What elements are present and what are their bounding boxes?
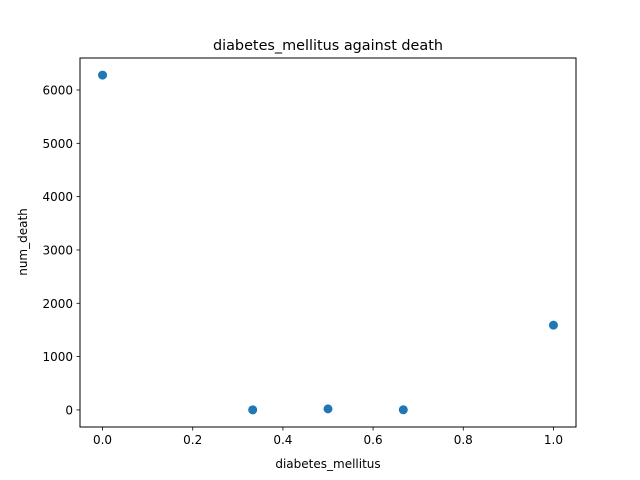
x-tick-label: 0.8 (454, 433, 473, 447)
x-tick-label: 0.6 (364, 433, 383, 447)
y-tick-label: 3000 (42, 243, 73, 257)
y-tick-label: 5000 (42, 137, 73, 151)
scatter-point (98, 70, 108, 80)
scatter-point (248, 405, 258, 415)
x-axis-label: diabetes_mellitus (275, 457, 380, 471)
chart-title: diabetes_mellitus against death (213, 38, 443, 54)
x-tick-label: 0.2 (183, 433, 202, 447)
scatter-point (398, 405, 408, 415)
x-tick-label: 1.0 (544, 433, 563, 447)
y-axis-label: num_death (16, 208, 30, 276)
y-axis: 0 1000 2000 3000 4000 5000 6000 (42, 83, 80, 417)
y-tick-label: 2000 (42, 297, 73, 311)
plot-area (79, 57, 577, 428)
data-points (98, 70, 558, 415)
x-axis: 0.0 0.2 0.4 0.6 0.8 1.0 (93, 427, 563, 447)
y-tick-label: 4000 (42, 190, 73, 204)
x-tick-label: 0.4 (273, 433, 292, 447)
y-tick-label: 0 (65, 403, 73, 417)
x-tick-label: 0.0 (93, 433, 112, 447)
scatter-point (548, 320, 558, 330)
y-tick-label: 6000 (42, 83, 73, 97)
y-tick-label: 1000 (42, 350, 73, 364)
scatter-point (323, 404, 333, 414)
